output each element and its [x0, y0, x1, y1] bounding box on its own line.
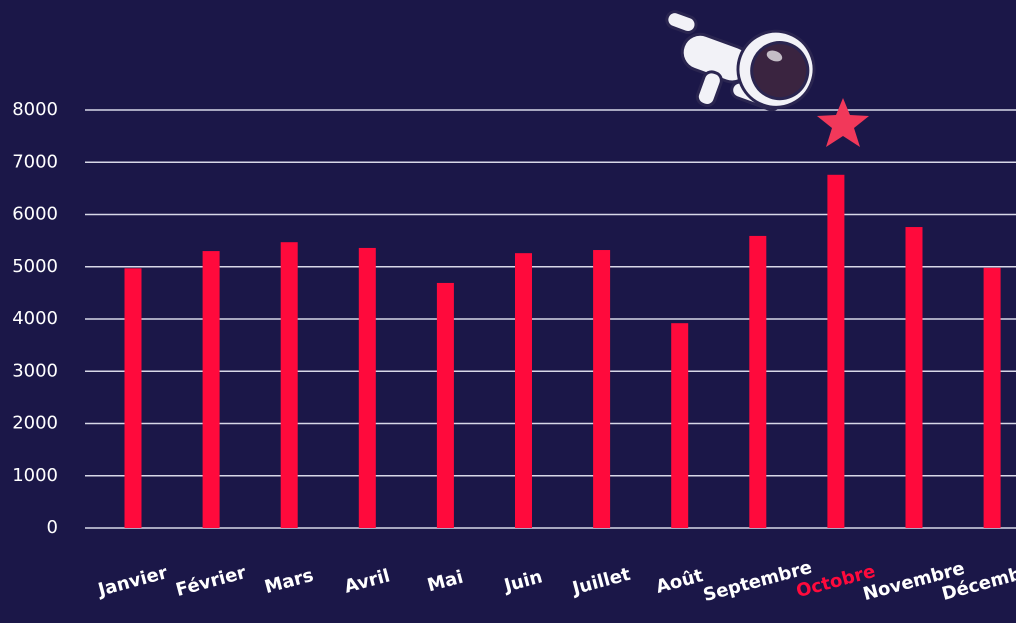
bar — [983, 267, 1001, 528]
y-tick-label: 5000 — [12, 256, 58, 277]
bar — [749, 235, 767, 529]
bar — [358, 247, 376, 528]
bar — [515, 253, 532, 529]
bar — [280, 242, 298, 528]
y-tick-label: 3000 — [12, 360, 58, 381]
bar — [671, 323, 689, 528]
y-tick-label: 1000 — [12, 465, 58, 486]
astronaut-decoration — [665, 10, 869, 147]
y-tick-label: 6000 — [12, 204, 58, 225]
y-tick-label: 7000 — [12, 151, 58, 172]
y-tick-label: 8000 — [12, 99, 58, 120]
y-tick-label: 0 — [47, 517, 58, 538]
bar — [827, 174, 845, 529]
bar — [202, 251, 220, 528]
bar — [124, 268, 142, 528]
y-tick-label: 4000 — [12, 308, 58, 329]
bar — [436, 282, 454, 528]
bar — [593, 250, 611, 528]
bar — [905, 227, 923, 529]
y-tick-label: 2000 — [12, 413, 58, 434]
